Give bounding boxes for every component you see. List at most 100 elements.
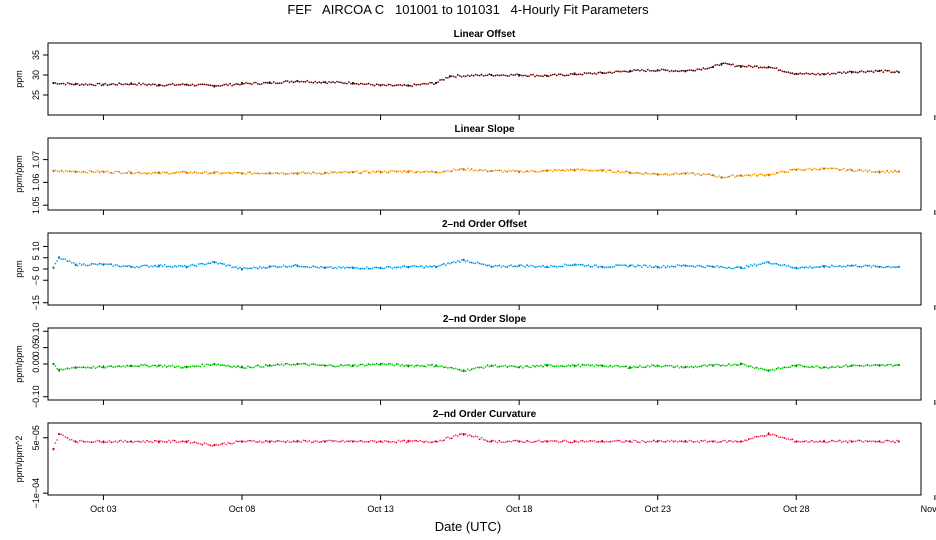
data-point [789, 366, 792, 369]
data-point [260, 441, 263, 444]
data-point [94, 84, 97, 87]
data-point [726, 364, 728, 367]
data-point [856, 169, 859, 172]
data-point [460, 167, 463, 170]
panel-title: 2–nd Order Offset [442, 219, 528, 230]
data-point [318, 81, 321, 84]
data-point [623, 264, 625, 266]
data-point [58, 256, 61, 259]
data-point [96, 263, 99, 266]
data-point [355, 170, 358, 173]
data-point [749, 437, 752, 440]
data-point [741, 440, 744, 443]
data-point [753, 263, 756, 265]
data-point [130, 364, 133, 367]
data-point [795, 364, 798, 367]
data-point [130, 82, 133, 85]
data-point [825, 441, 827, 444]
data-point [643, 173, 645, 176]
data-point [74, 263, 77, 266]
data-point [58, 83, 61, 85]
data-point [167, 439, 170, 442]
data-point [371, 267, 374, 270]
data-point [579, 263, 582, 266]
data-point [724, 266, 726, 269]
data-point [831, 72, 833, 75]
data-point [227, 84, 230, 87]
data-point [716, 441, 718, 444]
data-point [813, 167, 815, 170]
data-point [749, 175, 752, 177]
data-point [456, 435, 459, 438]
data-point [593, 365, 596, 368]
data-point [468, 261, 471, 264]
data-point [314, 80, 317, 83]
data-point [743, 174, 746, 177]
data-point [613, 265, 616, 268]
data-point [338, 171, 340, 174]
data-point [452, 435, 455, 437]
data-point [817, 72, 819, 75]
data-point [617, 70, 619, 73]
data-point [175, 84, 178, 86]
data-point [144, 172, 146, 174]
data-point [676, 264, 679, 266]
data-point [207, 443, 210, 446]
data-point [171, 439, 174, 442]
data-point [314, 363, 317, 366]
data-point [866, 170, 869, 173]
data-point [213, 171, 216, 174]
data-point [605, 365, 608, 368]
data-point [60, 368, 63, 371]
data-point [369, 83, 372, 86]
data-point [571, 441, 574, 444]
data-point [639, 264, 641, 267]
data-point [120, 83, 123, 86]
data-point [771, 433, 774, 436]
data-point [595, 264, 598, 267]
data-point [848, 365, 851, 368]
data-point [409, 364, 412, 367]
data-point [736, 266, 738, 268]
data-point [306, 79, 309, 82]
data-point [389, 83, 392, 86]
data-point [68, 170, 71, 173]
data-point [116, 365, 119, 368]
data-point [338, 265, 340, 268]
data-point [538, 439, 540, 442]
data-point [344, 170, 346, 173]
data-point [894, 71, 896, 74]
data-point [310, 266, 313, 269]
data-point [296, 264, 299, 267]
data-point [330, 266, 332, 268]
data-point [447, 77, 449, 79]
data-point [447, 367, 449, 369]
data-point [427, 266, 429, 268]
data-point [650, 172, 653, 175]
data-point [116, 84, 119, 86]
data-point [466, 435, 469, 437]
data-point [312, 363, 315, 365]
data-point [803, 266, 806, 269]
data-point [458, 168, 461, 171]
data-point [508, 365, 511, 367]
data-point [90, 441, 93, 444]
data-point [134, 440, 137, 443]
data-point [379, 84, 382, 87]
data-point [672, 265, 675, 268]
data-point [734, 363, 736, 366]
data-point [866, 70, 869, 73]
data-point [288, 363, 291, 366]
data-point [466, 259, 469, 262]
data-point [340, 81, 342, 84]
data-point [658, 365, 661, 368]
data-point [662, 365, 665, 368]
data-point [718, 64, 721, 67]
data-point [225, 83, 228, 86]
data-point [850, 169, 853, 172]
data-point [520, 365, 522, 368]
data-point [156, 440, 158, 442]
data-point [741, 363, 744, 365]
data-point [464, 169, 467, 172]
data-point [783, 263, 786, 266]
